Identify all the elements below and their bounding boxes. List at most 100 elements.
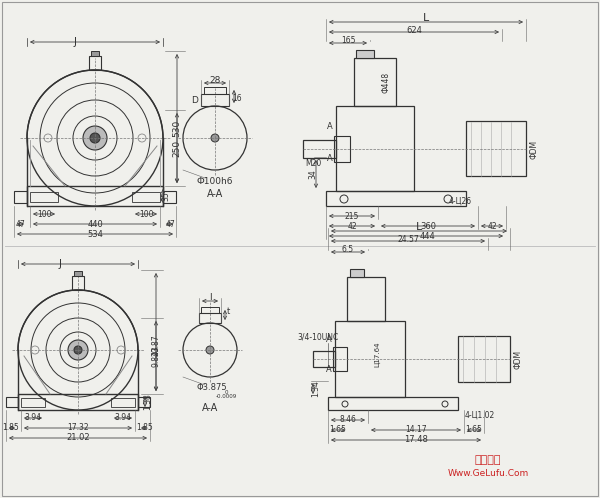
Text: ФDM: ФDM [514, 350, 523, 369]
Text: 4-Ц1.02: 4-Ц1.02 [465, 410, 495, 419]
Bar [199, 313, 221, 323]
Text: L: L [416, 222, 422, 232]
Text: 3.94: 3.94 [115, 413, 131, 422]
Text: M20: M20 [305, 158, 321, 167]
Text: Φ3.875: Φ3.875 [197, 383, 227, 392]
Text: 1.85: 1.85 [2, 423, 19, 432]
Bar [334, 136, 350, 162]
Text: 17.32: 17.32 [67, 423, 89, 432]
Text: 格鲁机械: 格鲁机械 [475, 455, 501, 465]
Text: 17.48: 17.48 [404, 435, 428, 445]
Text: t: t [226, 307, 230, 317]
Bar [350, 269, 364, 277]
Bar [328, 397, 458, 410]
Text: 9.843: 9.843 [151, 345, 161, 367]
Text: A: A [326, 366, 332, 374]
Bar [111, 398, 135, 407]
Text: 4-Ц26: 4-Ц26 [448, 197, 472, 206]
Bar [163, 191, 176, 203]
Bar [6, 397, 18, 407]
Text: Ц17.64: Ц17.64 [374, 341, 380, 367]
Text: 624: 624 [406, 25, 422, 34]
Text: 250: 250 [173, 139, 182, 156]
Bar [326, 191, 466, 206]
Text: 16: 16 [232, 94, 242, 103]
Text: 34: 34 [308, 169, 317, 179]
Text: A: A [327, 122, 333, 130]
Bar [303, 140, 336, 158]
Bar [458, 336, 510, 382]
Bar [466, 121, 526, 176]
Text: 100: 100 [37, 210, 51, 219]
Text: 42: 42 [487, 222, 497, 231]
Bar [89, 56, 101, 70]
Text: -0.0009: -0.0009 [215, 393, 236, 398]
Text: 100: 100 [139, 210, 153, 219]
Text: 1.65: 1.65 [329, 425, 346, 434]
Text: Ф100h6: Ф100h6 [197, 176, 233, 185]
Bar [204, 87, 226, 94]
Bar [313, 351, 335, 367]
Circle shape [211, 134, 219, 142]
Circle shape [68, 340, 88, 360]
Text: 24.57: 24.57 [397, 235, 419, 244]
Text: 47: 47 [15, 220, 25, 229]
Text: 6.5: 6.5 [342, 245, 354, 253]
Bar [91, 51, 99, 56]
Text: A: A [326, 336, 332, 345]
Text: 440: 440 [87, 220, 103, 229]
Text: 3/4-10UNC: 3/4-10UNC [298, 333, 338, 342]
Circle shape [83, 126, 107, 150]
Text: 28: 28 [209, 76, 221, 85]
Text: J: J [74, 37, 77, 47]
Text: 534: 534 [87, 230, 103, 239]
Bar [356, 50, 374, 58]
Bar [347, 277, 385, 321]
Text: 1.65: 1.65 [466, 425, 482, 434]
Text: D: D [191, 96, 199, 105]
Text: 3.94: 3.94 [25, 413, 41, 422]
Bar [14, 191, 27, 203]
Text: 14.17: 14.17 [405, 425, 427, 434]
Circle shape [206, 346, 214, 354]
Bar [72, 276, 84, 290]
Text: 8.46: 8.46 [340, 415, 356, 424]
Bar [354, 58, 396, 106]
Bar [30, 192, 58, 202]
Bar [201, 94, 229, 106]
Text: 0: 0 [224, 389, 228, 394]
Text: Www.GeLufu.Com: Www.GeLufu.Com [448, 470, 529, 479]
Bar [333, 347, 347, 371]
Text: J: J [59, 259, 62, 269]
Bar [336, 106, 414, 191]
Text: l: l [209, 293, 211, 302]
Circle shape [90, 133, 100, 143]
Text: 1.38: 1.38 [143, 393, 152, 410]
Text: 1.85: 1.85 [137, 423, 154, 432]
Text: 20.87: 20.87 [151, 334, 161, 356]
Text: Ф448: Ф448 [382, 71, 391, 93]
Text: 21.02: 21.02 [66, 433, 90, 443]
Text: 47: 47 [165, 220, 175, 229]
Bar [132, 192, 160, 202]
Bar [27, 186, 163, 206]
Bar [18, 394, 138, 410]
Text: 360: 360 [420, 222, 436, 231]
Bar [335, 321, 405, 397]
Text: 42: 42 [347, 222, 357, 231]
Bar [201, 307, 219, 313]
Bar [21, 398, 45, 407]
Bar [74, 271, 82, 276]
Text: L: L [423, 13, 429, 23]
Text: A: A [327, 153, 333, 162]
Text: A-A: A-A [207, 189, 223, 199]
Text: A-A: A-A [202, 403, 218, 413]
Text: ФDM: ФDM [530, 139, 539, 158]
Text: 1.34: 1.34 [311, 380, 320, 397]
Text: 165: 165 [341, 35, 355, 44]
Text: 530: 530 [173, 120, 182, 136]
Text: 35: 35 [161, 191, 170, 201]
Bar [138, 397, 150, 407]
Text: 215: 215 [345, 212, 359, 221]
Text: 444: 444 [420, 232, 436, 241]
